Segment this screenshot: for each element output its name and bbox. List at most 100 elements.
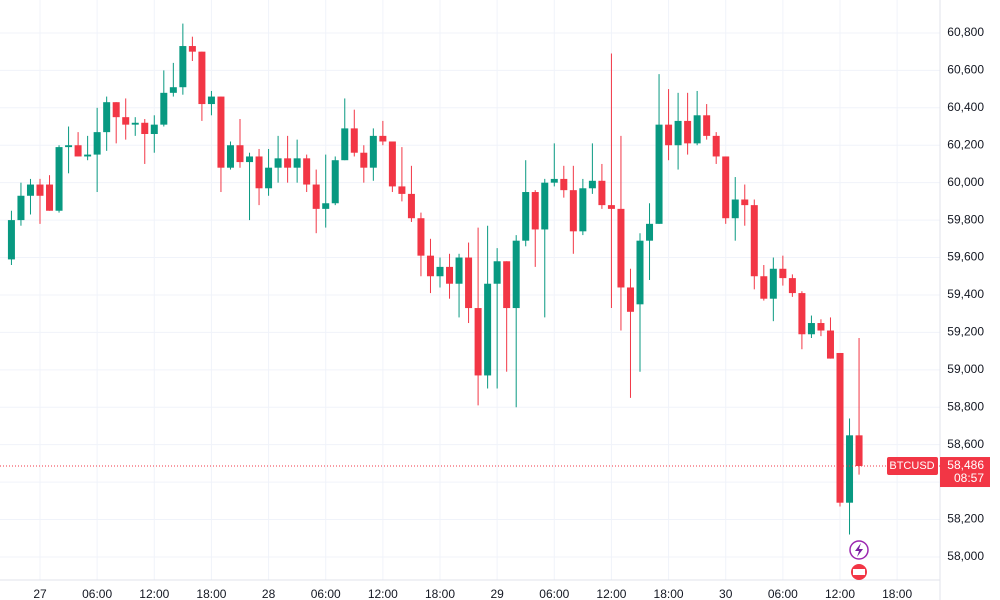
x-tick-label: 18:00 bbox=[654, 587, 684, 600]
y-tick-label: 60,200 bbox=[947, 137, 984, 151]
candle-body bbox=[560, 178, 568, 191]
candle-body bbox=[198, 51, 206, 105]
candle-body bbox=[331, 160, 339, 204]
x-tick-label: 06:00 bbox=[539, 587, 569, 600]
candle-body bbox=[93, 132, 101, 155]
candle-body bbox=[484, 283, 492, 376]
candle-body bbox=[407, 193, 415, 219]
x-tick-label: 30 bbox=[719, 587, 733, 600]
candle-body bbox=[665, 124, 673, 146]
countdown-label: 08:57 bbox=[954, 471, 984, 485]
candle-body bbox=[493, 261, 501, 284]
symbol-label: BTCUSD bbox=[889, 460, 934, 472]
candle-body bbox=[750, 205, 758, 277]
y-tick-label: 60,600 bbox=[947, 63, 984, 77]
candle-body bbox=[731, 199, 739, 219]
symbol-box bbox=[887, 457, 938, 476]
y-tick-label: 60,000 bbox=[947, 175, 984, 189]
candle-body bbox=[46, 184, 54, 211]
candle-body bbox=[617, 208, 625, 288]
candle-body bbox=[646, 223, 654, 241]
x-tick-label: 18:00 bbox=[196, 587, 226, 600]
candle-body bbox=[465, 257, 473, 309]
candle-body bbox=[636, 240, 644, 305]
x-tick-label: 12:00 bbox=[596, 587, 626, 600]
candle-body bbox=[131, 122, 139, 125]
x-tick-label: 12:00 bbox=[825, 587, 855, 600]
candle-body bbox=[65, 145, 73, 148]
candle-body bbox=[579, 188, 587, 232]
candle-body bbox=[246, 156, 254, 163]
candle-body bbox=[703, 115, 711, 136]
candle-body bbox=[607, 205, 615, 209]
y-tick-label: 59,000 bbox=[947, 362, 984, 376]
candle-body bbox=[369, 135, 377, 168]
candle-body bbox=[846, 435, 854, 503]
candle-body bbox=[626, 287, 634, 312]
candle-body bbox=[684, 120, 692, 144]
candle-body bbox=[74, 145, 82, 157]
candle-body bbox=[569, 190, 577, 232]
x-tick-label: 29 bbox=[490, 587, 504, 600]
candle-body bbox=[17, 195, 25, 221]
candle-body bbox=[303, 158, 311, 185]
candle-body bbox=[455, 257, 463, 284]
candle-body bbox=[150, 124, 158, 135]
y-tick-label: 59,200 bbox=[947, 325, 984, 339]
candle-body bbox=[779, 268, 787, 279]
candle-body bbox=[103, 102, 111, 133]
x-tick-label: 06:00 bbox=[311, 587, 341, 600]
candle-body bbox=[531, 192, 539, 230]
y-tick-label: 60,800 bbox=[947, 25, 984, 39]
candle-body bbox=[169, 87, 177, 93]
candle-body bbox=[388, 141, 396, 187]
candle-body bbox=[122, 117, 130, 125]
candle-body bbox=[588, 180, 596, 189]
candle-body bbox=[141, 122, 149, 135]
candle-body bbox=[436, 266, 444, 277]
candle-body bbox=[36, 184, 44, 196]
candle-body bbox=[550, 178, 558, 183]
candle-body bbox=[855, 435, 863, 467]
candle-body bbox=[655, 124, 663, 224]
event-icons[interactable] bbox=[849, 540, 869, 580]
candle-body bbox=[312, 184, 320, 209]
candle-body bbox=[807, 323, 815, 335]
candle-body bbox=[522, 192, 530, 241]
candle-body bbox=[503, 261, 511, 309]
candle-body bbox=[265, 167, 273, 189]
candle-body bbox=[826, 330, 834, 359]
candle-body bbox=[474, 308, 482, 376]
y-tick-label: 58,200 bbox=[947, 512, 984, 526]
candle-body bbox=[341, 128, 349, 161]
candle-body bbox=[322, 203, 330, 209]
candle-body bbox=[417, 218, 425, 256]
candle-body bbox=[446, 266, 454, 284]
candle-body bbox=[693, 115, 701, 144]
x-tick-label: 06:00 bbox=[768, 587, 798, 600]
candle-body bbox=[426, 255, 434, 277]
candle-body bbox=[236, 145, 244, 163]
candle-body bbox=[798, 293, 806, 335]
price-box bbox=[940, 457, 990, 488]
candles bbox=[7, 23, 863, 535]
candle-body bbox=[255, 156, 263, 189]
candle-body bbox=[360, 152, 368, 168]
candle-body bbox=[179, 46, 187, 88]
last-price-label: 58,486 bbox=[947, 458, 984, 472]
candle-body bbox=[112, 102, 120, 118]
candle-body bbox=[788, 278, 796, 294]
candle-body bbox=[712, 135, 720, 157]
candle-body bbox=[84, 154, 92, 157]
candle-body bbox=[760, 276, 768, 299]
candle-body bbox=[674, 120, 682, 146]
candle-body bbox=[817, 323, 825, 331]
x-tick-label: 18:00 bbox=[882, 587, 912, 600]
x-tick-label: 12:00 bbox=[368, 587, 398, 600]
candle-body bbox=[769, 268, 777, 299]
grid bbox=[0, 0, 940, 580]
candle-body bbox=[274, 158, 282, 168]
candle-body bbox=[226, 145, 234, 168]
x-tick-label: 06:00 bbox=[82, 587, 112, 600]
